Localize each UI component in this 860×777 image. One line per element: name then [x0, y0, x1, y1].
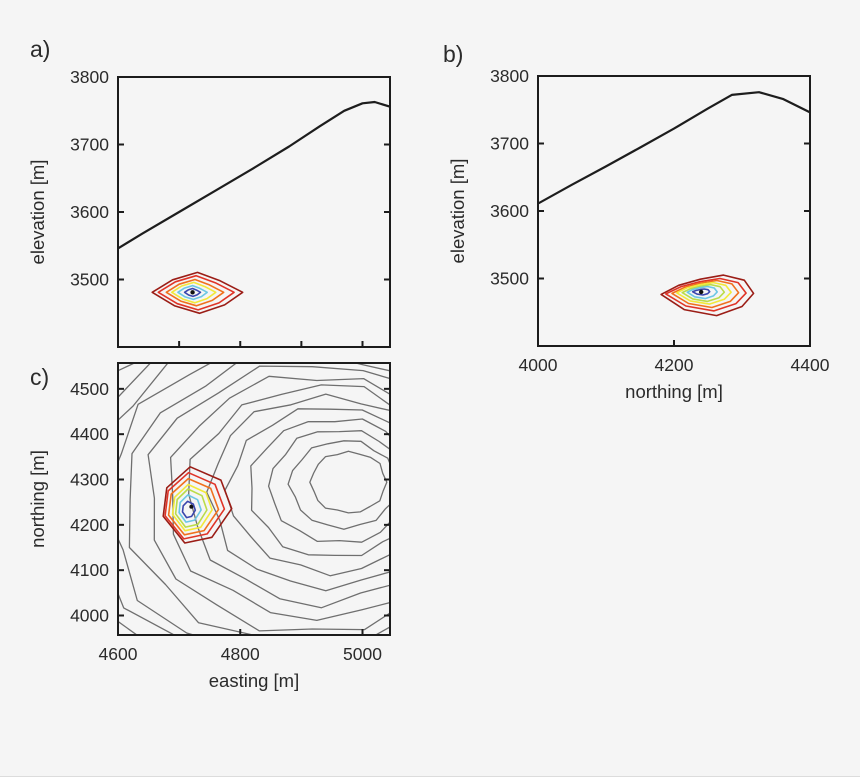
y-tick-label: 3500	[70, 270, 109, 290]
misfit-ring	[177, 284, 208, 301]
topo-contour	[250, 418, 390, 557]
topo-contour	[169, 375, 390, 622]
topo-contour	[147, 365, 390, 632]
axes-box-c	[117, 362, 391, 636]
misfit-ring	[183, 287, 202, 298]
x-tick-label: 5000	[343, 644, 382, 664]
misfit-ring	[681, 283, 726, 303]
misfit-ring	[181, 500, 197, 519]
x-tick-label: 4000	[519, 355, 558, 375]
topo-contour	[287, 440, 390, 530]
misfit-ring	[671, 279, 740, 309]
y-tick-label: 3600	[70, 202, 109, 222]
topo-contour	[267, 430, 390, 543]
misfit-ring	[165, 278, 225, 307]
y-tick-label: 3600	[490, 201, 529, 221]
panel-c: 4600 4800 5000 4000 4100 4200 4300 4400 4500 east…	[27, 362, 391, 691]
axes-box-b	[537, 75, 811, 347]
misfit-ring	[174, 488, 208, 528]
misfit-center-dot	[699, 289, 704, 295]
topography-profile-easting	[118, 100, 390, 250]
topo-contour	[206, 393, 390, 592]
topography-profile-northing	[538, 91, 810, 205]
misfit-ring	[675, 281, 732, 305]
misfit-ring	[178, 494, 202, 523]
misfit-ring	[660, 274, 755, 317]
panel-a: 3500 3600 3700 3800 elevation [m] a)	[27, 36, 391, 348]
misfit-ring	[171, 483, 213, 532]
misfit-ring	[171, 281, 217, 304]
y-tick-label: 4500	[70, 379, 109, 399]
y-axis-label: northing [m]	[27, 450, 48, 548]
panel-letter-c: c)	[30, 364, 49, 390]
y-axis-label: elevation [m]	[27, 160, 48, 265]
y-tick-label: 4000	[70, 606, 109, 626]
misfit-ring	[686, 285, 719, 300]
misfit-ring	[167, 477, 220, 536]
misfit-ring	[157, 274, 235, 311]
misfit-ring	[664, 277, 747, 312]
y-tick-label: 3700	[490, 134, 529, 154]
misfit-ring	[691, 288, 711, 296]
x-tick-label: 4600	[99, 644, 138, 664]
misfit-ring	[151, 271, 244, 315]
topo-contour	[118, 363, 176, 635]
misfit-center-dot	[190, 290, 195, 295]
x-tick-label: 4400	[791, 355, 830, 375]
panel-letter-b: b)	[443, 41, 463, 67]
topo-contour	[309, 450, 388, 514]
y-tick-label: 4200	[70, 515, 109, 535]
topo-contour	[128, 363, 390, 635]
plot-area-c	[118, 363, 390, 635]
y-tick-label: 3800	[490, 66, 529, 86]
x-tick-label: 4200	[655, 355, 694, 375]
axes-box-a	[117, 76, 391, 348]
x-axis-label: northing [m]	[625, 381, 723, 402]
y-tick-label: 4300	[70, 470, 109, 490]
x-axis-label: easting [m]	[209, 670, 300, 691]
y-tick-label: 4400	[70, 424, 109, 444]
x-tick-label: 4800	[221, 644, 260, 664]
misfit-ring	[164, 471, 226, 540]
y-tick-label: 3800	[70, 67, 109, 87]
y-tick-label: 4100	[70, 560, 109, 580]
y-tick-label: 3500	[490, 269, 529, 289]
topo-contour	[188, 384, 390, 609]
y-axis-label: elevation [m]	[447, 159, 468, 264]
panel-letter-a: a)	[30, 36, 50, 62]
y-tick-label: 3700	[70, 135, 109, 155]
topo-contour	[224, 408, 390, 577]
misfit-ring	[162, 465, 233, 544]
plot-area-b	[538, 91, 810, 317]
plot-area-a	[118, 100, 390, 315]
panel-b: 4000 4200 4400 3500 3600 3700 3800 northing [m]…	[443, 41, 830, 402]
misfit-center-dot	[189, 504, 194, 509]
